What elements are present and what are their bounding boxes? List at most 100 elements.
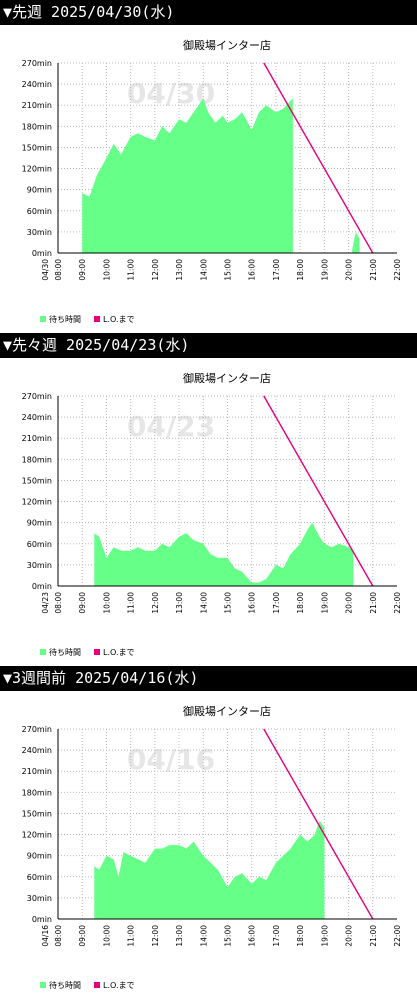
- x-tick-label: 15:00: [224, 925, 233, 947]
- y-tick-label: 150min: [22, 809, 52, 818]
- y-tick-label: 180min: [22, 455, 52, 464]
- y-tick-label: 180min: [22, 788, 52, 797]
- y-tick-label: 210min: [22, 767, 52, 776]
- x-tick-label: 12:00: [151, 259, 160, 281]
- section-header: ▼3週間前 2025/04/16(水): [0, 666, 417, 691]
- date-label: 04/30: [41, 259, 50, 281]
- x-tick-label: 15:00: [224, 259, 233, 281]
- week-section-2: ▼先々週 2025/04/23(水) 御殿場インター店 04/23 0min 30mi…: [0, 333, 417, 666]
- y-tick-label: 120min: [22, 831, 52, 840]
- x-tick-label: 10:00: [102, 592, 111, 614]
- x-tick-label: 11:00: [127, 592, 136, 614]
- y-tick-label: 90min: [27, 519, 52, 528]
- x-tick-label: 08:00: [54, 259, 63, 281]
- y-tick-label: 0min: [32, 249, 52, 258]
- y-tick-label: 270min: [22, 725, 52, 734]
- x-tick-label: 22:00: [393, 592, 402, 614]
- x-tick-label: 18:00: [296, 592, 305, 614]
- x-tick-label: 16:00: [248, 925, 257, 947]
- legend-label: L.O.まで: [103, 315, 135, 324]
- section-header: ▼先週 2025/04/30(水): [0, 0, 417, 25]
- x-tick-label: 10:00: [102, 925, 111, 947]
- x-tick-label: 14:00: [199, 592, 208, 614]
- x-tick-label: 15:00: [224, 592, 233, 614]
- section-header: ▼先々週 2025/04/23(水): [0, 333, 417, 358]
- y-tick-label: 120min: [22, 165, 52, 174]
- chart-title: 御殿場インター店: [183, 704, 271, 718]
- x-tick-label: 12:00: [151, 925, 160, 947]
- x-tick-label: 20:00: [345, 925, 354, 947]
- x-tick-label: 22:00: [393, 925, 402, 947]
- y-tick-label: 60min: [27, 540, 52, 549]
- chart-title: 御殿場インター店: [183, 38, 271, 52]
- date-label: 04/16: [41, 925, 50, 947]
- y-tick-label: 150min: [22, 476, 52, 485]
- x-tick-label: 13:00: [175, 592, 184, 614]
- x-tick-label: 14:00: [199, 259, 208, 281]
- x-tick-label: 08:00: [54, 592, 63, 614]
- legend-label: L.O.まで: [103, 981, 135, 990]
- wait-time-chart: 御殿場インター店04/160min30min60min90min120min15…: [22, 704, 402, 990]
- y-tick-label: 0min: [32, 915, 52, 924]
- y-tick-label: 240min: [22, 80, 52, 89]
- legend-swatch: [94, 649, 100, 655]
- lo-deadline-line: [263, 395, 374, 587]
- y-tick-label: 60min: [27, 873, 52, 882]
- legend-label: 待ち時間: [49, 980, 81, 990]
- x-tick-label: 08:00: [54, 925, 63, 947]
- legend-swatch: [40, 982, 46, 988]
- legend-swatch: [94, 982, 100, 988]
- x-tick-label: 12:00: [151, 592, 160, 614]
- legend-label: 待ち時間: [49, 314, 81, 324]
- x-tick-label: 13:00: [175, 259, 184, 281]
- y-tick-label: 180min: [22, 122, 52, 131]
- x-tick-label: 16:00: [248, 259, 257, 281]
- y-tick-label: 30min: [27, 561, 52, 570]
- wait-time-area: [94, 820, 325, 919]
- x-tick-label: 22:00: [393, 259, 402, 281]
- week-section-3: ▼3週間前 2025/04/16(水) 御殿場インター店 04/16 0min 30m…: [0, 666, 417, 999]
- y-tick-label: 120min: [22, 498, 52, 507]
- legend-swatch: [94, 316, 100, 322]
- legend-label: L.O.まで: [103, 648, 135, 657]
- x-tick-label: 20:00: [345, 259, 354, 281]
- x-tick-label: 19:00: [320, 592, 329, 614]
- y-tick-label: 90min: [27, 852, 52, 861]
- x-tick-label: 17:00: [272, 592, 281, 614]
- x-tick-label: 20:00: [345, 592, 354, 614]
- x-tick-label: 17:00: [272, 925, 281, 947]
- y-tick-label: 30min: [27, 228, 52, 237]
- legend-swatch: [40, 649, 46, 655]
- lo-deadline-line: [263, 62, 374, 254]
- y-tick-label: 60min: [27, 207, 52, 216]
- x-tick-label: 21:00: [369, 592, 378, 614]
- y-tick-label: 240min: [22, 746, 52, 755]
- x-tick-label: 16:00: [248, 592, 257, 614]
- x-tick-label: 18:00: [296, 925, 305, 947]
- x-tick-label: 11:00: [127, 259, 136, 281]
- y-tick-label: 150min: [22, 143, 52, 152]
- x-tick-label: 21:00: [369, 925, 378, 947]
- x-tick-label: 09:00: [78, 592, 87, 614]
- date-label: 04/23: [41, 592, 50, 614]
- wait-time-area: [352, 231, 360, 253]
- chart-title: 御殿場インター店: [183, 371, 271, 385]
- x-tick-label: 13:00: [175, 925, 184, 947]
- x-tick-label: 11:00: [127, 925, 136, 947]
- y-tick-label: 30min: [27, 894, 52, 903]
- x-tick-label: 21:00: [369, 259, 378, 281]
- legend-swatch: [40, 316, 46, 322]
- x-tick-label: 14:00: [199, 925, 208, 947]
- y-tick-label: 210min: [22, 101, 52, 110]
- y-tick-label: 240min: [22, 413, 52, 422]
- x-tick-label: 09:00: [78, 259, 87, 281]
- x-tick-label: 19:00: [320, 259, 329, 281]
- lo-deadline-line: [263, 728, 374, 920]
- y-tick-label: 0min: [32, 582, 52, 591]
- x-tick-label: 18:00: [296, 259, 305, 281]
- y-tick-label: 90min: [27, 186, 52, 195]
- x-tick-label: 19:00: [320, 925, 329, 947]
- date-watermark: 04/16: [127, 743, 215, 776]
- y-tick-label: 270min: [22, 392, 52, 401]
